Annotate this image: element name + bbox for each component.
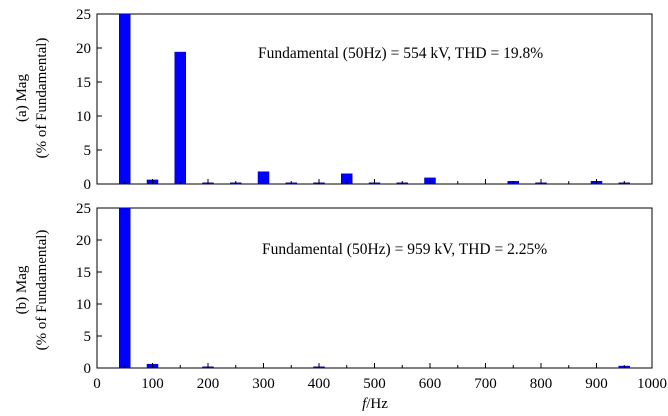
y-tick-label: 25: [76, 201, 91, 217]
y-tick-label: 25: [76, 7, 91, 23]
x-tick-label: 700: [474, 376, 497, 392]
bar-50hz: [119, 207, 131, 369]
bars-a: [119, 13, 630, 185]
bar-50hz: [119, 13, 131, 185]
x-tick-label: 400: [308, 376, 331, 392]
y-tick-label: 15: [76, 265, 91, 281]
y-axis-title-b-line1: (b) Mag: [14, 265, 30, 314]
x-axis-title-unit: /Hz: [366, 396, 388, 412]
y-tick-label: 0: [84, 361, 92, 377]
y-tick-label: 20: [76, 233, 91, 249]
x-tick-label: 600: [419, 376, 442, 392]
y-tick-label: 10: [76, 109, 91, 125]
annotation-a: Fundamental (50Hz) = 554 kV, THD = 19.8%: [258, 45, 543, 62]
panel-a: 0 5 10 15 20 25 Fundamental (50Hz) = 554 kV, …: [14, 7, 653, 193]
y-tick-label: 15: [76, 75, 91, 91]
x-axis-title-italic: f: [362, 396, 368, 412]
x-tick-label: 1000: [637, 376, 667, 392]
y-tick-label: 0: [84, 177, 92, 193]
x-axis-title: f/Hz: [362, 396, 388, 412]
y-axis-title-a-line1: (a) Mag: [14, 74, 30, 122]
y-axis-a: 0 5 10 15 20 25: [76, 7, 102, 193]
bars-b: [119, 207, 630, 369]
panel-b: 0 5 10 15 20 25 0 100 200 300 400 500 600 700 800 900 1…: [14, 201, 667, 412]
x-tick-label: 300: [252, 376, 275, 392]
x-ticks-a: [96, 179, 653, 184]
y-axis-title-a-line2: (% of Fundamental): [34, 38, 50, 159]
plot-frame-b: [96, 207, 653, 369]
annotation-b: Fundamental (50Hz) = 959 kV, THD = 2.25%: [262, 241, 547, 258]
y-tick-label: 5: [84, 329, 92, 345]
x-tick-label: 800: [530, 376, 553, 392]
x-tick-label: 900: [585, 376, 608, 392]
y-axis-b: 0 5 10 15 20 25: [76, 201, 102, 377]
y-tick-label: 5: [84, 143, 92, 159]
y-axis-title-b-line2: (% of Fundamental): [34, 230, 50, 351]
x-tick-label: 500: [363, 376, 386, 392]
x-tick-label: 200: [197, 376, 220, 392]
x-axis-b: 0 100 200 300 400 500 600 700 800 900 1000: [93, 363, 667, 392]
y-tick-label: 10: [76, 297, 91, 313]
y-tick-label: 20: [76, 41, 91, 57]
x-tick-label: 0: [93, 376, 101, 392]
bar-150hz: [174, 51, 186, 185]
x-tick-label: 100: [141, 376, 164, 392]
